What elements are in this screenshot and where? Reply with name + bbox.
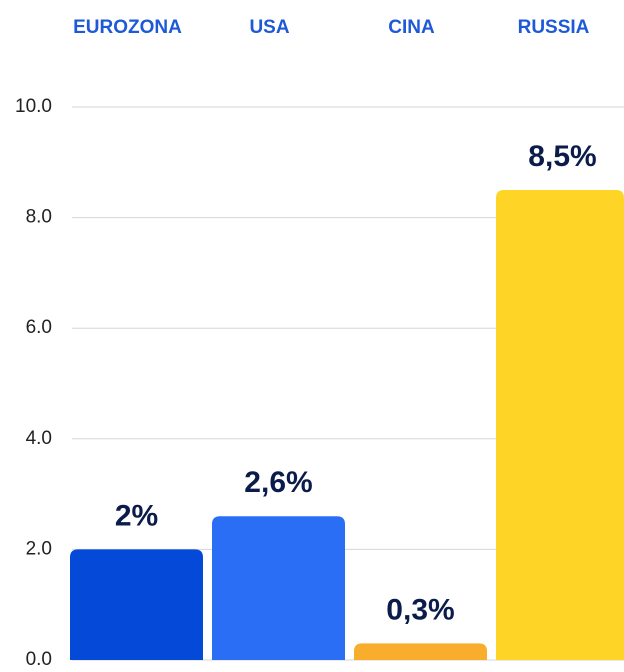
y-tick-label: 0.0 [26,649,52,670]
bar [496,189,624,660]
bar [70,549,203,660]
category-label: CINA [388,17,435,38]
y-tick-label: 2.0 [26,538,52,559]
y-tick-label: 4.0 [26,428,52,449]
value-label: 2,6% [244,466,312,499]
bar [354,643,487,660]
value-label: 2% [115,499,158,532]
y-tick-label: 6.0 [26,317,52,338]
category-label: USA [249,17,289,38]
category-label: EUROZONA [73,17,182,38]
y-tick-label: 10.0 [15,96,52,117]
bar [212,516,345,660]
y-tick-label: 8.0 [26,207,52,228]
value-label: 8,5% [528,140,596,173]
value-label: 0,3% [386,593,454,626]
category-label: RUSSIA [518,17,590,38]
